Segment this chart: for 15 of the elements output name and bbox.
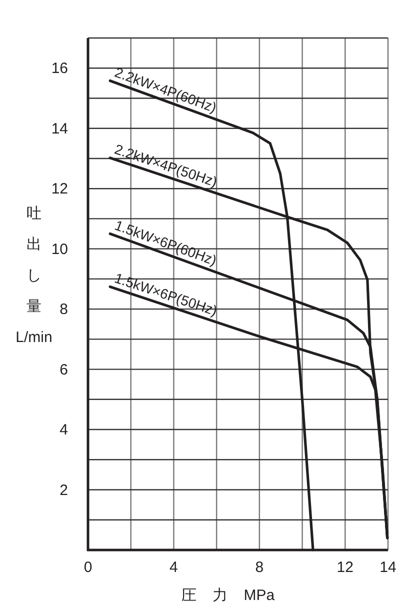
x-axis-title: 圧 力 MPa [181,587,276,604]
y-tick-label: 4 [60,422,68,439]
y-tick-label: 14 [51,120,68,138]
y-axis-title: 吐出し量 L/min [16,205,52,346]
y-tick-label: 8 [60,301,68,318]
x-tick-label: 12 [336,559,354,576]
x-tick-label: 0 [84,559,92,576]
y-tick-label: 2 [60,482,68,499]
y-tick-label: 6 [60,361,68,378]
y-tick-label: 10 [51,240,68,258]
x-tick-label: 4 [170,559,178,576]
y-tick-label: 12 [51,180,68,198]
x-tick-label: 8 [255,559,264,576]
y-tick-label: 16 [51,60,68,78]
x-tick-label: 14 [380,559,396,576]
